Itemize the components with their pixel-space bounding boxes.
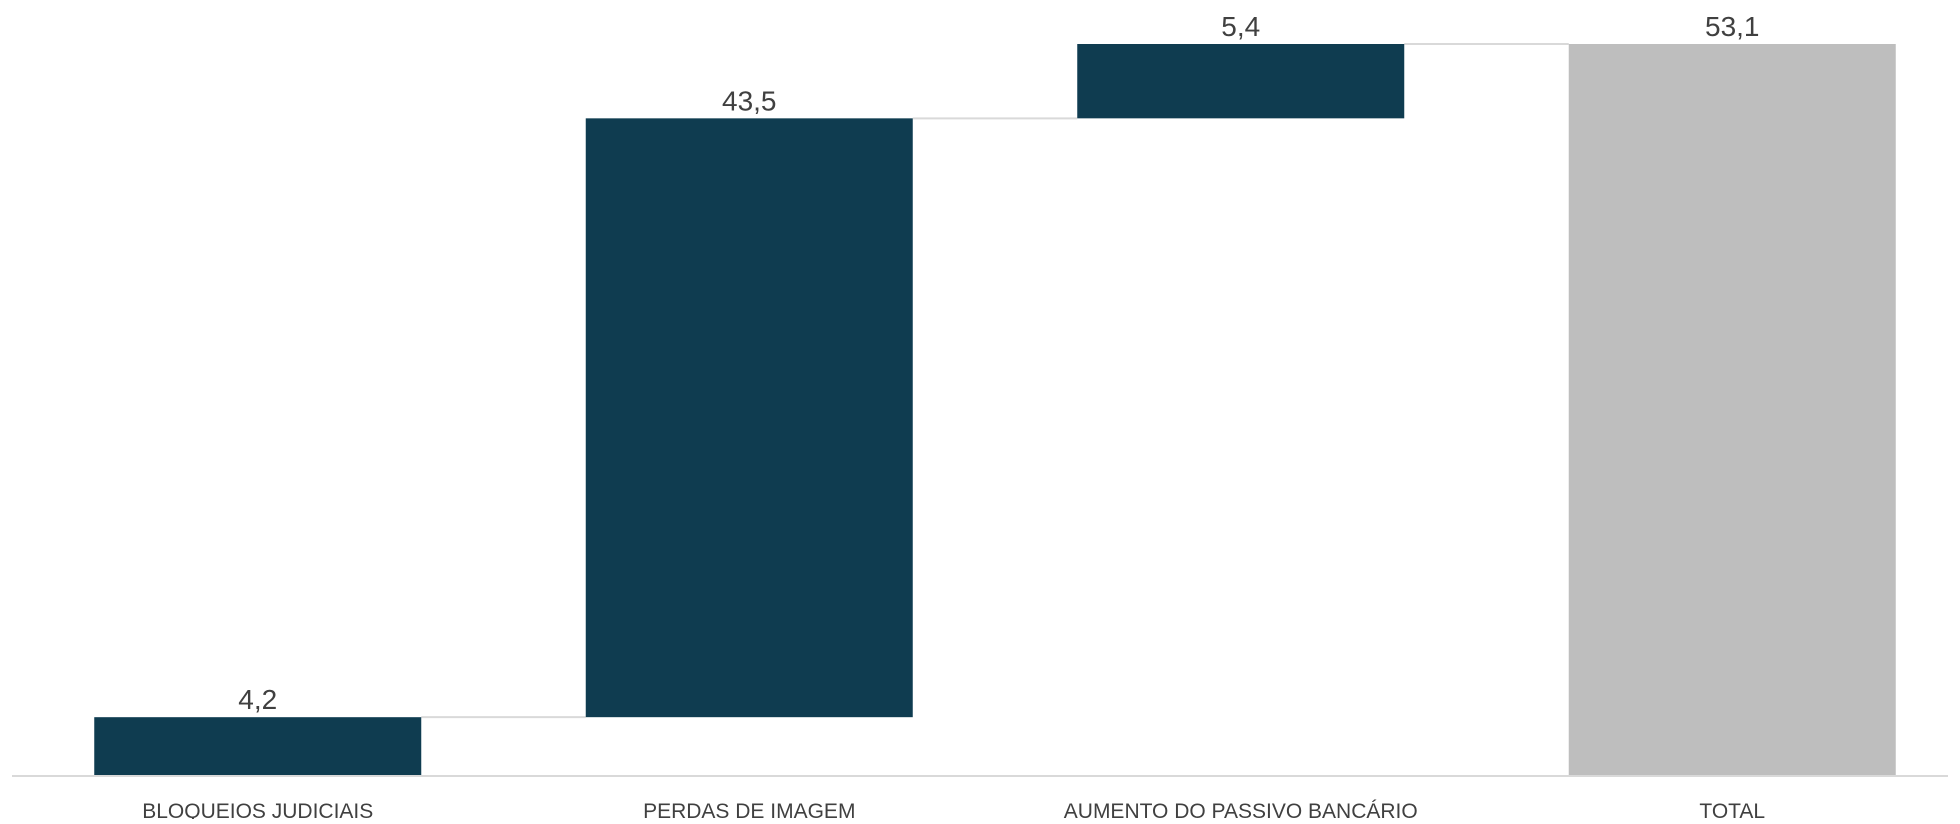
bar-perdas-de-imagem bbox=[585, 118, 913, 718]
data-label-perdas-de-imagem: 43,5 bbox=[722, 85, 777, 116]
bar-aumento-do-passivo-bancario bbox=[1077, 44, 1405, 119]
data-label-total: 53,1 bbox=[1705, 11, 1760, 42]
category-label-perdas-de-imagem: PERDAS DE IMAGEM bbox=[643, 800, 855, 819]
category-labels-group: BLOQUEIOS JUDICIAIS PERDAS DE IMAGEM AUMEN… bbox=[142, 800, 1765, 823]
connector-lines bbox=[421, 43, 1569, 719]
data-label-aumento-do-passivo-bancario: 5,4 bbox=[1221, 11, 1260, 42]
category-label-bloqueios-judiciais: BLOQUEIOS JUDICIAIS bbox=[142, 800, 373, 819]
bar-total bbox=[1568, 44, 1896, 775]
bar-bloqueios-judiciais bbox=[94, 717, 422, 775]
bars-group bbox=[94, 44, 1896, 775]
data-label-bloqueios-judiciais: 4,2 bbox=[238, 684, 277, 715]
category-label-aumento-do-passivo-bancario: AUMENTO DO PASSIVO BANCÁRIO bbox=[1064, 800, 1418, 819]
data-labels-group: 4,2 43,5 5,4 53,1 bbox=[238, 11, 1759, 715]
category-label-total: TOTAL bbox=[1699, 800, 1765, 819]
